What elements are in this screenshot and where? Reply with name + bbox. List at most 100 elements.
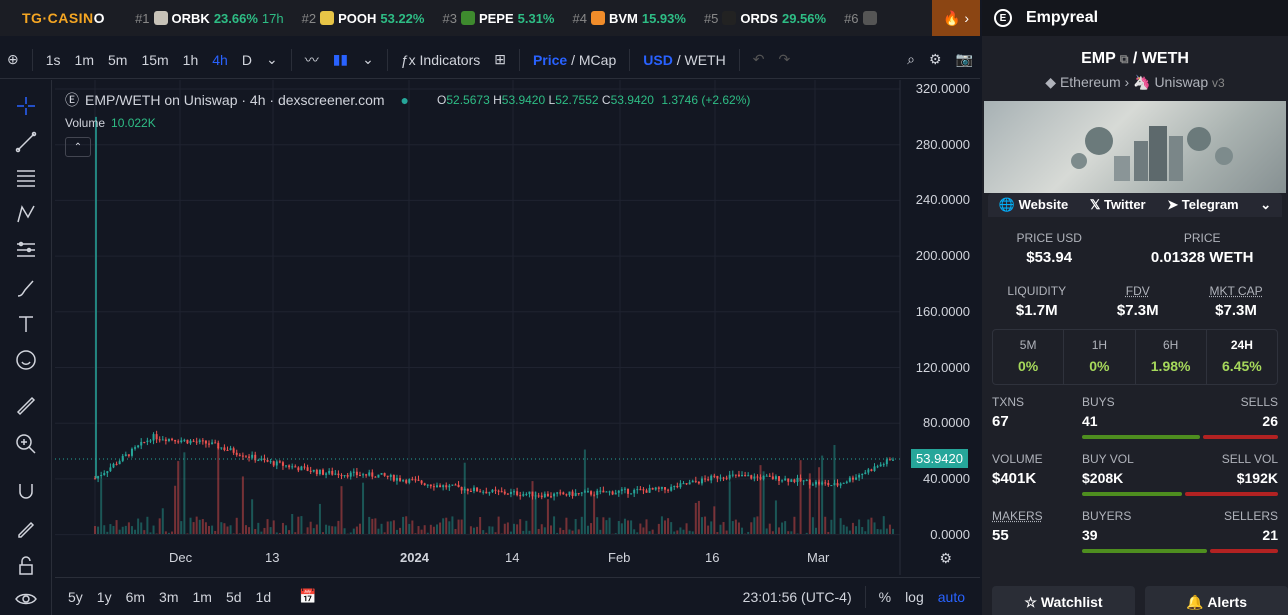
crosshair-icon[interactable]: [12, 92, 40, 120]
settings-gear-icon[interactable]: ⚙: [922, 51, 949, 68]
timeframe-cell[interactable]: 6H 1.98%: [1136, 330, 1207, 384]
volume-bar: [772, 531, 774, 534]
fib-retracement-icon[interactable]: [12, 164, 40, 192]
date-range-icon[interactable]: 📅: [292, 588, 323, 605]
indicators-button[interactable]: ƒx Indicators: [394, 52, 487, 68]
pattern-icon[interactable]: [12, 200, 40, 228]
forecast-icon[interactable]: [12, 236, 40, 264]
candle-body: [581, 492, 583, 493]
interval-button[interactable]: 1h: [176, 52, 206, 68]
currency-toggle[interactable]: USD / WETH: [636, 52, 732, 68]
snapshot-camera-icon[interactable]: 📷: [949, 51, 980, 68]
line-chart-icon[interactable]: 〰: [298, 50, 326, 70]
lock-icon[interactable]: [12, 552, 40, 580]
auto-toggle[interactable]: auto: [931, 589, 972, 605]
stay-in-drawing-icon[interactable]: [12, 514, 40, 542]
log-toggle[interactable]: log: [898, 589, 931, 605]
divider: [739, 49, 740, 71]
volume-bar: [778, 527, 780, 534]
range-button[interactable]: 1y: [90, 589, 119, 605]
interval-button[interactable]: 1s: [39, 52, 68, 68]
chart-settings-icon[interactable]: ⚙: [939, 550, 952, 567]
visibility-dot-icon[interactable]: ●: [401, 92, 409, 108]
emoji-icon[interactable]: [12, 346, 40, 374]
volume-bar: [322, 532, 324, 534]
interval-button[interactable]: 4h: [205, 52, 235, 68]
volume-bar: [593, 496, 595, 534]
collapse-legend-button[interactable]: ⌃: [65, 137, 91, 157]
interval-button[interactable]: 5m: [101, 52, 134, 68]
clock-time[interactable]: 23:01:56 (UTC-4): [736, 589, 859, 605]
volume-bar: [408, 524, 410, 534]
interval-button[interactable]: 1m: [68, 52, 101, 68]
magnet-icon[interactable]: [12, 478, 40, 506]
interval-button[interactable]: 15m: [134, 52, 175, 68]
zoom-in-icon[interactable]: [12, 430, 40, 458]
website-link[interactable]: 🌐 Website: [999, 197, 1068, 213]
add-symbol-icon[interactable]: ⊕: [0, 51, 26, 68]
percent-toggle[interactable]: %: [872, 589, 898, 605]
interval-button[interactable]: D: [235, 52, 259, 68]
undo-icon[interactable]: ↶: [746, 51, 772, 68]
timeframe-cell[interactable]: 24H 6.45%: [1207, 330, 1277, 384]
volume-bar: [177, 461, 179, 534]
candle-body: [226, 450, 228, 451]
ticker-item[interactable]: #6: [844, 11, 884, 26]
chart-canvas[interactable]: [55, 80, 980, 575]
ticker-item[interactable]: #5 ORDS 29.56%: [704, 11, 826, 26]
range-button[interactable]: 5y: [61, 589, 90, 605]
price-mcap-toggle[interactable]: Price / MCap: [526, 52, 623, 68]
price-chart[interactable]: Ⓔ EMP/WETH on Uniswap · 4h · dexscreener…: [55, 80, 980, 575]
divider: [291, 49, 292, 71]
candle-body: [553, 494, 555, 497]
timeframe-cell[interactable]: 1H 0%: [1064, 330, 1135, 384]
quick-search-icon[interactable]: ⌕: [900, 51, 922, 68]
candle-body: [812, 484, 814, 485]
trendline-icon[interactable]: [12, 128, 40, 156]
volume-bar: [149, 532, 151, 534]
range-button[interactable]: 1d: [249, 589, 279, 605]
range-button[interactable]: 5d: [219, 589, 249, 605]
volume-bar: [639, 524, 641, 534]
candle-body: [251, 455, 253, 458]
volume-bar: [458, 520, 460, 534]
candle-body: [294, 466, 296, 467]
range-button[interactable]: 1m: [186, 589, 219, 605]
volume-bar: [291, 514, 293, 534]
ticker-item[interactable]: #3 PEPE 5.31%: [442, 11, 554, 26]
candle-body: [285, 465, 287, 466]
volume-bar: [701, 517, 703, 534]
layouts-icon[interactable]: ⊞: [487, 51, 513, 68]
alerts-button[interactable]: 🔔 Alerts: [1145, 586, 1288, 615]
candle-body: [689, 482, 691, 484]
more-links-chevron-icon[interactable]: ⌄: [1260, 197, 1271, 213]
redo-icon[interactable]: ↷: [771, 51, 797, 68]
text-icon[interactable]: [12, 310, 40, 338]
twitter-link[interactable]: 𝕏 Twitter: [1090, 197, 1146, 213]
volume-bar: [159, 518, 161, 534]
telegram-link[interactable]: ➤ Telegram: [1167, 197, 1238, 213]
volume-bar: [251, 499, 253, 534]
ticker-item[interactable]: #2 POOH 53.22%: [302, 11, 425, 26]
candle-body: [350, 473, 352, 477]
candles-icon[interactable]: ▮▮: [326, 51, 355, 68]
volume-bar: [445, 518, 447, 534]
candle-body: [482, 492, 484, 493]
interval-dropdown-icon[interactable]: ⌄: [259, 51, 285, 68]
ticker-item[interactable]: #4 BVM 15.93%: [573, 11, 686, 26]
range-button[interactable]: 3m: [152, 589, 185, 605]
candle-body: [618, 491, 620, 493]
ticker-item[interactable]: #1 ORBK 23.66% 17h: [135, 11, 284, 26]
ruler-icon[interactable]: [12, 392, 40, 420]
volume-bar: [676, 530, 678, 534]
watchlist-button[interactable]: ☆ Watchlist: [992, 586, 1135, 615]
trending-fire-button[interactable]: 🔥 ›: [932, 0, 980, 36]
chart-type-dropdown-icon[interactable]: ⌄: [355, 51, 381, 68]
volume-bar: [670, 522, 672, 534]
tg-casino-logo[interactable]: TG·CASINO: [22, 10, 105, 26]
copy-icon[interactable]: ⧉: [1120, 52, 1129, 66]
brush-icon[interactable]: [12, 274, 40, 302]
timeframe-cell[interactable]: 5M 0%: [993, 330, 1064, 384]
eye-icon[interactable]: [12, 585, 40, 613]
range-button[interactable]: 6m: [119, 589, 152, 605]
